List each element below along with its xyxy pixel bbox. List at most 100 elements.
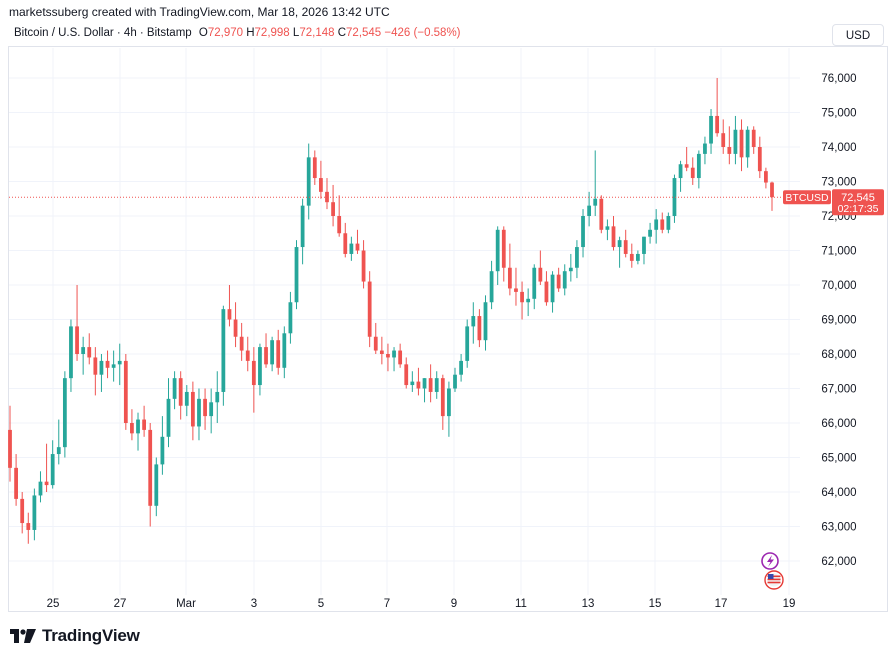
- candle[interactable]: [337, 195, 342, 237]
- candle[interactable]: [245, 336, 250, 372]
- candle[interactable]: [87, 333, 92, 365]
- candle[interactable]: [538, 250, 543, 286]
- candle[interactable]: [550, 271, 555, 313]
- candle[interactable]: [727, 126, 732, 165]
- candle[interactable]: [105, 350, 110, 379]
- candle[interactable]: [654, 209, 659, 244]
- candle[interactable]: [361, 240, 366, 289]
- candle[interactable]: [453, 367, 457, 392]
- candle[interactable]: [770, 181, 774, 211]
- candle[interactable]: [696, 150, 701, 189]
- candle[interactable]: [50, 440, 55, 489]
- candle[interactable]: [20, 492, 25, 534]
- candle[interactable]: [715, 78, 720, 137]
- candle[interactable]: [239, 322, 244, 361]
- candle[interactable]: [32, 488, 37, 541]
- candle[interactable]: [8, 405, 12, 482]
- candle[interactable]: [757, 136, 762, 179]
- candle[interactable]: [575, 240, 579, 279]
- candle[interactable]: [593, 150, 598, 216]
- candle[interactable]: [38, 471, 43, 503]
- candle[interactable]: [495, 226, 500, 285]
- candle[interactable]: [93, 347, 98, 396]
- candle[interactable]: [526, 288, 531, 317]
- candle[interactable]: [428, 364, 433, 403]
- candle[interactable]: [745, 126, 750, 168]
- candle[interactable]: [233, 302, 238, 348]
- candle[interactable]: [251, 347, 256, 413]
- candle[interactable]: [288, 291, 293, 344]
- candle[interactable]: [178, 371, 183, 420]
- candle[interactable]: [684, 147, 689, 172]
- candle[interactable]: [343, 222, 348, 258]
- candle[interactable]: [160, 416, 165, 475]
- candle[interactable]: [148, 423, 153, 527]
- candle[interactable]: [751, 126, 756, 154]
- candle[interactable]: [709, 109, 713, 154]
- candle[interactable]: [14, 454, 18, 506]
- candle[interactable]: [386, 343, 390, 372]
- candle[interactable]: [111, 350, 116, 382]
- candle[interactable]: [166, 378, 171, 448]
- candle[interactable]: [379, 336, 384, 365]
- candle[interactable]: [99, 354, 104, 392]
- candle[interactable]: [605, 219, 610, 241]
- candle[interactable]: [136, 412, 140, 451]
- candle[interactable]: [319, 160, 323, 199]
- candle[interactable]: [556, 267, 561, 292]
- candle[interactable]: [489, 260, 494, 310]
- candle[interactable]: [635, 250, 640, 265]
- candle[interactable]: [209, 388, 214, 434]
- candle[interactable]: [264, 333, 268, 368]
- candle[interactable]: [184, 385, 189, 417]
- candle[interactable]: [398, 343, 403, 368]
- candle[interactable]: [648, 222, 652, 244]
- candle[interactable]: [721, 119, 726, 154]
- candle[interactable]: [465, 319, 470, 368]
- currency-button[interactable]: USD: [832, 24, 884, 46]
- candle[interactable]: [81, 336, 86, 375]
- candle[interactable]: [349, 236, 354, 261]
- candle[interactable]: [197, 388, 201, 441]
- candle[interactable]: [367, 271, 372, 348]
- candle[interactable]: [56, 419, 61, 465]
- candle[interactable]: [587, 191, 592, 227]
- candle[interactable]: [331, 184, 335, 227]
- candle[interactable]: [660, 212, 665, 234]
- candle[interactable]: [355, 229, 360, 254]
- candle[interactable]: [410, 371, 415, 392]
- candle[interactable]: [142, 405, 147, 437]
- candle[interactable]: [532, 264, 537, 310]
- candle[interactable]: [666, 212, 671, 234]
- candle[interactable]: [739, 119, 744, 172]
- candle[interactable]: [294, 240, 299, 310]
- candle[interactable]: [258, 343, 262, 396]
- candle[interactable]: [623, 229, 628, 258]
- candle[interactable]: [325, 178, 329, 210]
- candle[interactable]: [276, 329, 281, 375]
- candle[interactable]: [416, 367, 421, 396]
- candle[interactable]: [544, 271, 549, 306]
- candle[interactable]: [562, 264, 567, 296]
- candle[interactable]: [117, 343, 122, 386]
- candle[interactable]: [300, 198, 305, 265]
- candle[interactable]: [130, 409, 134, 441]
- candle[interactable]: [404, 357, 409, 389]
- candle[interactable]: [581, 209, 585, 258]
- candle[interactable]: [373, 322, 378, 354]
- candle[interactable]: [477, 309, 482, 348]
- candle[interactable]: [617, 236, 622, 268]
- candle[interactable]: [227, 285, 232, 327]
- candle[interactable]: [568, 253, 573, 282]
- candle[interactable]: [678, 160, 683, 192]
- candle[interactable]: [703, 136, 707, 165]
- candle[interactable]: [221, 305, 226, 406]
- candle[interactable]: [203, 388, 207, 430]
- candle[interactable]: [764, 167, 768, 189]
- candle[interactable]: [629, 243, 634, 268]
- us-flag-icon[interactable]: [764, 570, 784, 590]
- candle[interactable]: [459, 354, 463, 382]
- candle[interactable]: [440, 374, 445, 430]
- symbol-name[interactable]: Bitcoin / U.S. Dollar · 4h · Bitstamp: [14, 27, 192, 39]
